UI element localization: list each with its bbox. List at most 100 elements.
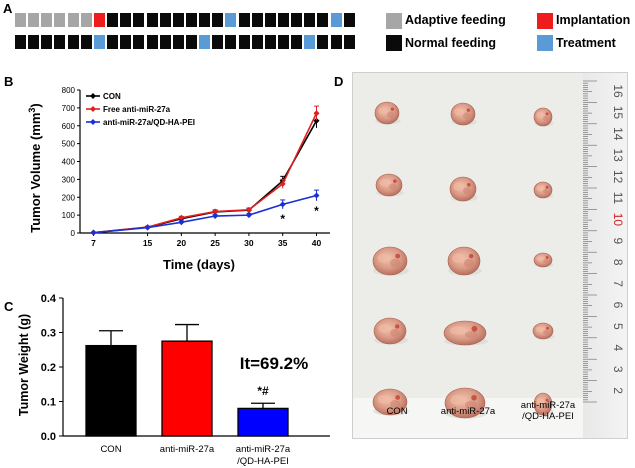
ruler-number: 6	[611, 302, 625, 309]
legend-swatch-implantation	[537, 13, 553, 29]
timeline-day-r1-5	[67, 13, 79, 27]
tumor-lobe	[389, 183, 397, 190]
data-point	[245, 212, 252, 219]
data-point	[178, 219, 185, 226]
legend-label-implantation: Implantation	[556, 13, 631, 27]
tumor-lobe	[453, 182, 464, 191]
tumor-lobe	[464, 258, 474, 268]
tumor-specimen	[444, 387, 487, 419]
tumor-vessel-spot	[545, 185, 549, 189]
timeline-day-r2-11	[146, 35, 158, 49]
x-tick-label: 35	[278, 238, 288, 248]
ruler-number: 12	[611, 170, 625, 184]
y-axis-label: Tumor Volume (mm3)	[27, 103, 43, 233]
tumor-body	[533, 181, 553, 199]
ruler-number: 8	[611, 259, 625, 266]
y-tick-label: 200	[62, 193, 76, 202]
tumor-vessel-spot	[393, 179, 397, 183]
timeline-day-r1-26	[343, 13, 355, 27]
legend-label: CON	[103, 92, 121, 101]
timeline-day-r1-7	[93, 13, 105, 27]
timeline-day-r2-17	[225, 35, 237, 49]
tumor-body	[374, 101, 400, 125]
tumor-lobe	[535, 326, 544, 333]
tumor-lobe	[377, 253, 391, 264]
ruler-number: 14	[611, 127, 625, 141]
tumor-specimen	[533, 392, 554, 416]
tumor-specimen	[533, 181, 554, 199]
tumor-lobe	[543, 115, 549, 122]
tumor-lobe	[465, 400, 477, 410]
data-point	[313, 192, 320, 199]
timeline-day-r2-16	[212, 35, 224, 49]
tumor-lobe	[379, 178, 390, 187]
tumor-lobe	[543, 402, 549, 409]
legend-swatch-normal	[386, 35, 402, 51]
ruler-number: 10	[611, 213, 625, 227]
legend-label-treatment: Treatment	[556, 36, 616, 50]
tumor-volume-line-chart: 0 100 200 300 400 500 600 700 800 7 15 20 25 30 35 40 C…	[27, 86, 330, 272]
tumor-body	[443, 320, 487, 346]
data-point	[212, 213, 219, 220]
panel-c-letter: C	[4, 299, 14, 314]
photo-label-anti-mir-line1: anti-miR-27a	[440, 406, 496, 417]
tumor-body	[533, 107, 553, 127]
tumor-body	[533, 252, 553, 268]
series-3	[90, 189, 320, 236]
tumor-weight-bar-chart: 0.00.10.20.30.4 CON anti-miR-27a anti-miR-…	[17, 293, 330, 467]
ruler-ticks: 16 15 14 13 12 11 10 9 8 7 6 5 4 3 2	[583, 80, 625, 403]
tumor-specimen	[374, 101, 401, 125]
timeline-day-r2-7	[93, 35, 105, 49]
x-tick-label-line2: /QD-HA-PEI	[237, 456, 289, 467]
tumor-lobe	[536, 397, 544, 406]
x-axis-label: Time (days)	[163, 257, 235, 272]
data-point	[313, 110, 320, 117]
tumor-specimen	[375, 173, 404, 197]
tumor-specimen	[447, 246, 482, 276]
ruler-number: 9	[611, 237, 625, 244]
tumor-grid	[372, 101, 555, 419]
tumor-lobe	[449, 326, 466, 335]
y-tick-label: 100	[62, 211, 76, 220]
data-point	[212, 208, 219, 215]
y-tick-label: 0.3	[41, 328, 56, 340]
ruler-body	[583, 73, 627, 438]
tumor-photo-drawing: 16 15 14 13 12 11 10 9 8 7 6 5 4 3 2	[353, 73, 627, 438]
timeline-day-r1-19	[251, 13, 263, 27]
ruler-number: 13	[611, 149, 625, 163]
data-point	[245, 206, 252, 213]
timeline-day-r1-24	[317, 13, 329, 27]
tumor-body	[447, 246, 481, 276]
timeline-day-r1-21	[278, 13, 289, 27]
timeline-day-r1-20	[264, 13, 276, 27]
legend-label-adaptive: Adaptive feeding	[405, 13, 506, 27]
timeline-day-r2-18	[238, 35, 250, 49]
tumor-vessel-spot	[468, 253, 474, 259]
data-point	[144, 224, 151, 231]
tumor-body	[450, 102, 476, 126]
photo-label-anti-mir: anti-miR-27a	[423, 406, 513, 417]
timeline-day-r1-16	[212, 13, 224, 27]
tumor-specimen	[372, 246, 409, 276]
y-tick-label: 400	[62, 158, 76, 167]
legend-label: Free anti-miR-27a	[103, 105, 171, 114]
timeline-day-r1-10	[133, 13, 145, 27]
y-tick-label: 0.4	[41, 293, 57, 305]
y-axis-label-main: Tumor Volume (mm	[28, 113, 43, 233]
ruler-number: 15	[611, 106, 625, 120]
timeline-day-r1-23	[304, 13, 316, 27]
tumor-lobe	[536, 185, 544, 192]
legend-swatch-treatment	[537, 35, 553, 51]
tumor-vessel-spot	[395, 395, 401, 400]
data-point	[279, 180, 286, 187]
tumor-lobe	[390, 400, 401, 408]
significance-star-day35: *	[280, 212, 285, 226]
timeline-day-r2-19	[251, 35, 263, 49]
tumor-vessel-spot	[545, 256, 549, 260]
tumor-lobe	[543, 188, 549, 194]
timeline-day-r2-20	[264, 35, 276, 49]
timeline-day-r2-14	[185, 35, 197, 49]
tumor-lobe	[454, 107, 464, 116]
inhibition-rate-text: It=69.2%	[240, 354, 309, 373]
tumor-vessel-spot	[394, 324, 400, 329]
